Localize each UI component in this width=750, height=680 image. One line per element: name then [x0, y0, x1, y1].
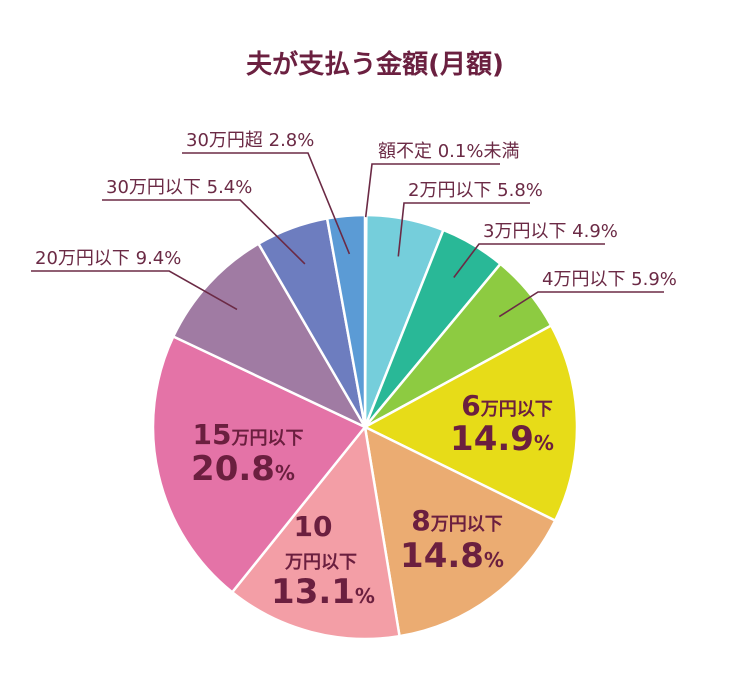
- slice-label-3: 4万円以下 5.9%: [542, 269, 677, 290]
- slice-label-1: 2万円以下 5.8%: [408, 180, 543, 201]
- leader-line-9: [102, 199, 306, 265]
- slice-label-unit-6: 万円以下: [284, 552, 357, 573]
- slice-label-5: 8万円以下: [411, 504, 502, 537]
- slice-label-2: 3万円以下 4.9%: [483, 221, 618, 242]
- leader-line-8: [31, 270, 238, 311]
- slice-label-7: 15万円以下: [193, 418, 304, 451]
- leader-line-1: [397, 202, 530, 257]
- slice-label-9: 30万円以下 5.4%: [106, 177, 252, 198]
- slice-label-6: 10: [294, 510, 333, 543]
- pie-slice-7: [151, 334, 367, 594]
- leader-line-0: [364, 163, 500, 218]
- pie-slice-6: [230, 424, 401, 641]
- slice-value-7: 20.8%: [191, 449, 295, 489]
- slice-label-0: 額不定 0.1%未満: [378, 141, 519, 162]
- slice-label-8: 20万円以下 9.4%: [35, 248, 181, 269]
- slice-value-4: 14.9%: [450, 419, 554, 459]
- chart-title: 夫が支払う金額(月額): [246, 50, 504, 80]
- pie-slice-10: [325, 213, 367, 428]
- slice-value-6: 13.1%: [271, 572, 375, 612]
- slice-label-10: 30万円超 2.8%: [186, 130, 314, 151]
- pie-slice-8: [171, 241, 369, 430]
- leader-line-10: [182, 152, 351, 255]
- slice-label-4: 6万円以下: [461, 389, 552, 422]
- leader-line-2: [453, 243, 605, 278]
- pie-slice-4: [362, 323, 579, 523]
- slice-value-5: 14.8%: [400, 536, 504, 576]
- leader-line-3: [498, 291, 664, 318]
- pie-slice-5: [363, 424, 557, 638]
